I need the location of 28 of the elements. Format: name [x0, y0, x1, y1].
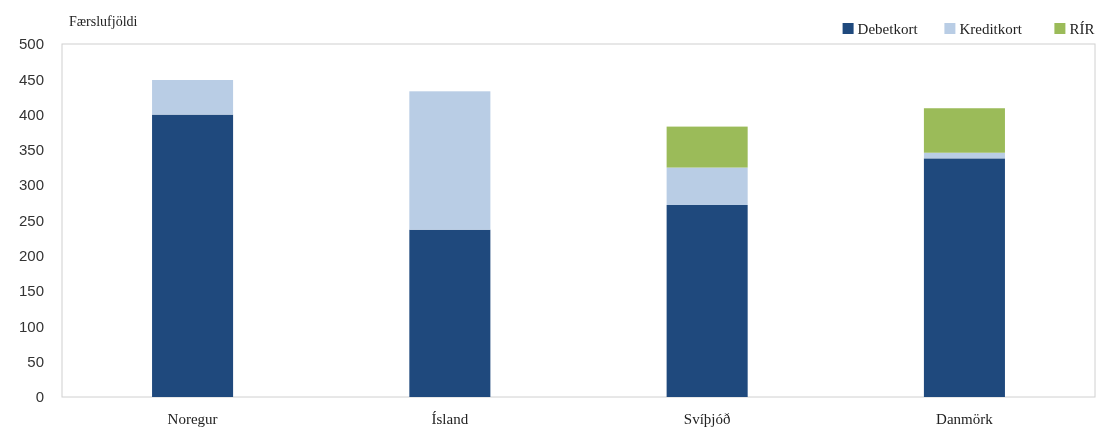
x-tick-label: Noregur — [167, 411, 218, 427]
bar — [923, 108, 1005, 153]
legend-label: RÍR — [1069, 21, 1095, 37]
y-tick-label: 350 — [18, 141, 44, 159]
legend-label: Debetkort — [857, 21, 919, 37]
y-tick-label: 150 — [18, 282, 44, 300]
y-tick-label: 400 — [18, 105, 44, 123]
bar — [923, 158, 1005, 397]
x-tick-label: Ísland — [431, 411, 469, 427]
x-tick-label: Svíþjóð — [683, 411, 731, 427]
legend-label: Kreditkort — [959, 21, 1023, 37]
y-tick-label: 50 — [27, 352, 44, 370]
bar — [666, 126, 748, 168]
bar — [666, 204, 748, 397]
y-tick-label: 200 — [18, 247, 44, 265]
y-tick-label: 300 — [18, 176, 44, 194]
bar — [152, 80, 234, 115]
x-tick-label: Danmörk — [936, 411, 994, 427]
y-tick-label: 0 — [35, 388, 44, 406]
y-tick-label: 100 — [18, 317, 44, 335]
y-tick-label: 450 — [18, 70, 44, 88]
y-axis-title: Færslufjöldi — [69, 14, 138, 29]
bar — [409, 91, 491, 230]
y-tick-label: 250 — [18, 211, 44, 229]
bar — [666, 167, 748, 205]
y-tick-label: 500 — [18, 35, 44, 53]
bar — [409, 229, 491, 397]
bar — [152, 114, 234, 397]
